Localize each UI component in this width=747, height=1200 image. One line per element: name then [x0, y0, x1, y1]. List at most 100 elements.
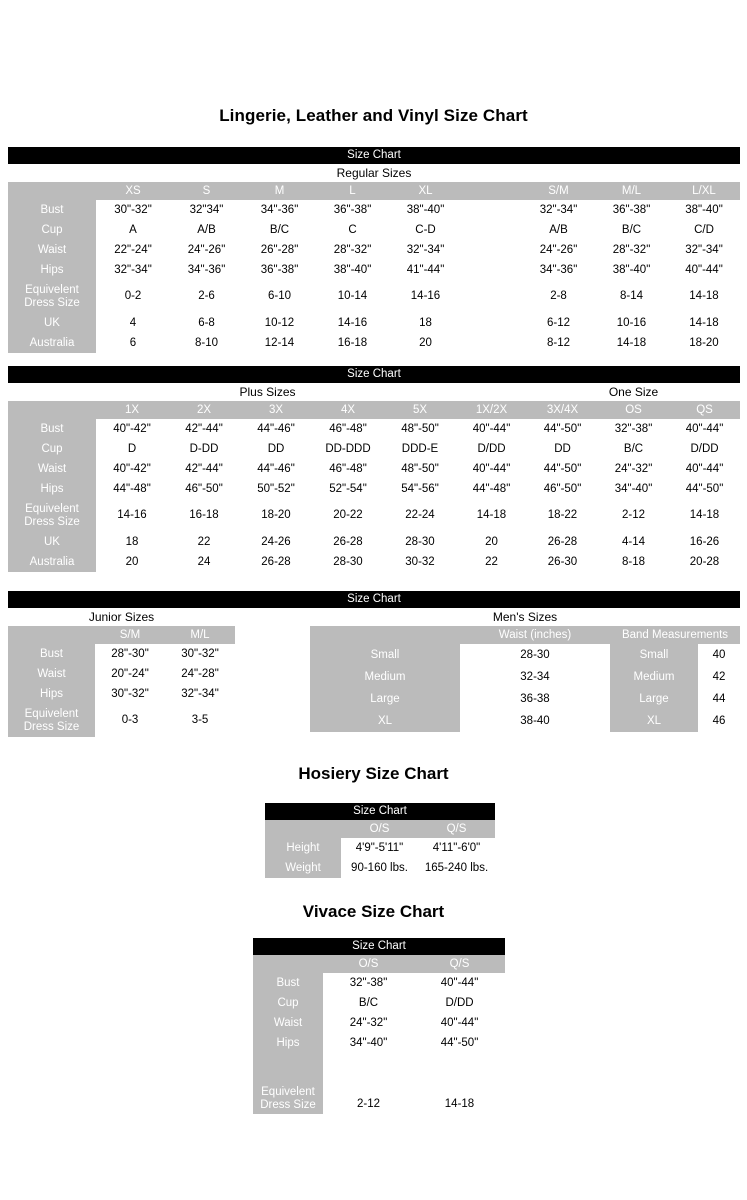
- plus-sizes-table: 1X 2X 3X 4X 5X 1X/2X 3X/4X OS QS Bust 40…: [8, 401, 740, 572]
- junior-sizes-caption: Junior Sizes: [88, 610, 155, 624]
- column-header-os: O/S: [358, 958, 379, 970]
- cell: 36-38: [460, 688, 610, 710]
- column-header-4x: 4X: [340, 404, 356, 416]
- row-label-line-2: Dress Size: [23, 720, 80, 733]
- cell: C: [316, 220, 389, 240]
- row-label-uk: UK: [8, 313, 96, 333]
- table-row: Cup A A/B B/C C C-D A/B B/C C/D: [8, 220, 740, 240]
- gap-cell: [462, 240, 522, 260]
- header-corner: [8, 401, 96, 419]
- column-header-3x4x: 3X/4X: [546, 404, 579, 416]
- header-corner: [253, 955, 323, 973]
- cell: 32"34": [170, 200, 243, 220]
- cell: 14-18: [595, 333, 668, 353]
- junior-mens-tables: S/M M/L Bust 28"-30" 30"-32" Waist 20"-2…: [8, 626, 740, 737]
- row-label-hips: Hips: [8, 260, 96, 280]
- hosiery-table: O/S Q/S Height 4'9"-5'11" 4'11"-6'0" Wei…: [265, 820, 495, 878]
- row-label-bust: Bust: [8, 644, 95, 664]
- cell: 24"-32": [598, 459, 669, 479]
- cell: 20: [389, 333, 462, 353]
- cell: 34"-36": [243, 200, 316, 220]
- cell: 32"-38": [598, 419, 669, 439]
- cell: 8-14: [595, 280, 668, 313]
- cell: 2-8: [522, 280, 595, 313]
- cell: D: [96, 439, 168, 459]
- cell: 14-16: [96, 499, 168, 532]
- cell: 28-30: [384, 532, 456, 552]
- cell: 40"-44": [414, 1013, 505, 1033]
- band-row-label-small: Small: [610, 644, 698, 666]
- mens-header-row: Waist (inches) Band Measurements: [310, 626, 740, 644]
- cell: 34"-40": [598, 479, 669, 499]
- cell: 44"-50": [527, 459, 598, 479]
- cell: 14-18: [414, 1053, 505, 1114]
- table-row: Australia 6 8-10 12-14 16-18 20 8-12 14-…: [8, 333, 740, 353]
- row-label-bust: Bust: [8, 419, 96, 439]
- row-label-cup: Cup: [8, 220, 96, 240]
- cell: 44"-46": [240, 419, 312, 439]
- cell: 14-18: [669, 499, 740, 532]
- row-label-bust: Bust: [8, 200, 96, 220]
- cell: 20: [456, 532, 527, 552]
- row-label-waist: Waist: [8, 459, 96, 479]
- cell: 4-14: [598, 532, 669, 552]
- header-corner: [265, 820, 341, 838]
- row-label-small: Small: [310, 644, 460, 666]
- cell: 8-18: [598, 552, 669, 572]
- cell: 30"-32": [165, 644, 235, 664]
- cell: 6-8: [170, 313, 243, 333]
- header-corner: [8, 182, 96, 200]
- cell: 38-40: [460, 710, 610, 732]
- cell: 36"-38": [316, 200, 389, 220]
- cell: 32"-34": [522, 200, 595, 220]
- cell: 36"-38": [595, 200, 668, 220]
- cell: 10-14: [316, 280, 389, 313]
- cell: C/D: [668, 220, 740, 240]
- row-label-large: Large: [310, 688, 460, 710]
- table-row: UK 4 6-8 10-12 14-16 18 6-12 10-16 14-18: [8, 313, 740, 333]
- cell: 36"-38": [243, 260, 316, 280]
- cell: 34"-40": [323, 1033, 414, 1053]
- column-header-5x: 5X: [412, 404, 428, 416]
- cell: 44"-48": [456, 479, 527, 499]
- row-label-equivalent-dress-size: Equivelent Dress Size: [8, 499, 96, 532]
- row-label-waist: Waist: [253, 1013, 323, 1033]
- cell: 54"-56": [384, 479, 456, 499]
- column-header-waist-inches: Waist (inches): [498, 629, 572, 641]
- cell: 14-16: [316, 313, 389, 333]
- table-row: Waist 20"-24" 24"-28": [8, 664, 235, 684]
- cell: 14-18: [668, 313, 740, 333]
- table-row: Small 28-30 Small 40: [310, 644, 740, 666]
- row-label-line-2: Dress Size: [24, 296, 80, 309]
- table-row: Medium 32-34 Medium 42: [310, 666, 740, 688]
- gap-cell: [462, 220, 522, 240]
- cell: 44"-48": [96, 479, 168, 499]
- cell: A/B: [522, 220, 595, 240]
- cell: 16-18: [168, 499, 240, 532]
- junior-sizes-wrapper: S/M M/L Bust 28"-30" 30"-32" Waist 20"-2…: [8, 626, 235, 737]
- cell: 20: [96, 552, 168, 572]
- row-label-line-1: Equivelent: [261, 1086, 315, 1098]
- junior-header-row: S/M M/L: [8, 626, 235, 644]
- plus-header-row: 1X 2X 3X 4X 5X 1X/2X 3X/4X OS QS: [8, 401, 740, 419]
- cell: B/C: [595, 220, 668, 240]
- cell: 18-20: [668, 333, 740, 353]
- row-label-waist: Waist: [8, 664, 95, 684]
- cell: 38"-40": [316, 260, 389, 280]
- cell: 40"-44": [456, 419, 527, 439]
- table-row: Australia 20 24 26-28 28-30 30-32 22 26-…: [8, 552, 740, 572]
- table-row: Equivelent Dress Size 2-12 14-18: [253, 1053, 505, 1114]
- row-label-hips: Hips: [253, 1033, 323, 1053]
- cell: B/C: [243, 220, 316, 240]
- table-row: Cup B/C D/DD: [253, 993, 505, 1013]
- band-row-label-medium: Medium: [610, 666, 698, 688]
- table-row: Large 36-38 Large 44: [310, 688, 740, 710]
- cell: 38"-40": [668, 200, 740, 220]
- size-chart-banner: Size Chart: [8, 366, 740, 383]
- size-chart-banner: Size Chart: [253, 938, 505, 955]
- cell: 46"-50": [168, 479, 240, 499]
- cell: 32"-38": [323, 973, 414, 993]
- plus-sizes-section: Size Chart Plus Sizes One Size 1X 2X 3X …: [8, 366, 740, 572]
- caption-spacer: [235, 608, 310, 626]
- cell: 46: [698, 710, 740, 732]
